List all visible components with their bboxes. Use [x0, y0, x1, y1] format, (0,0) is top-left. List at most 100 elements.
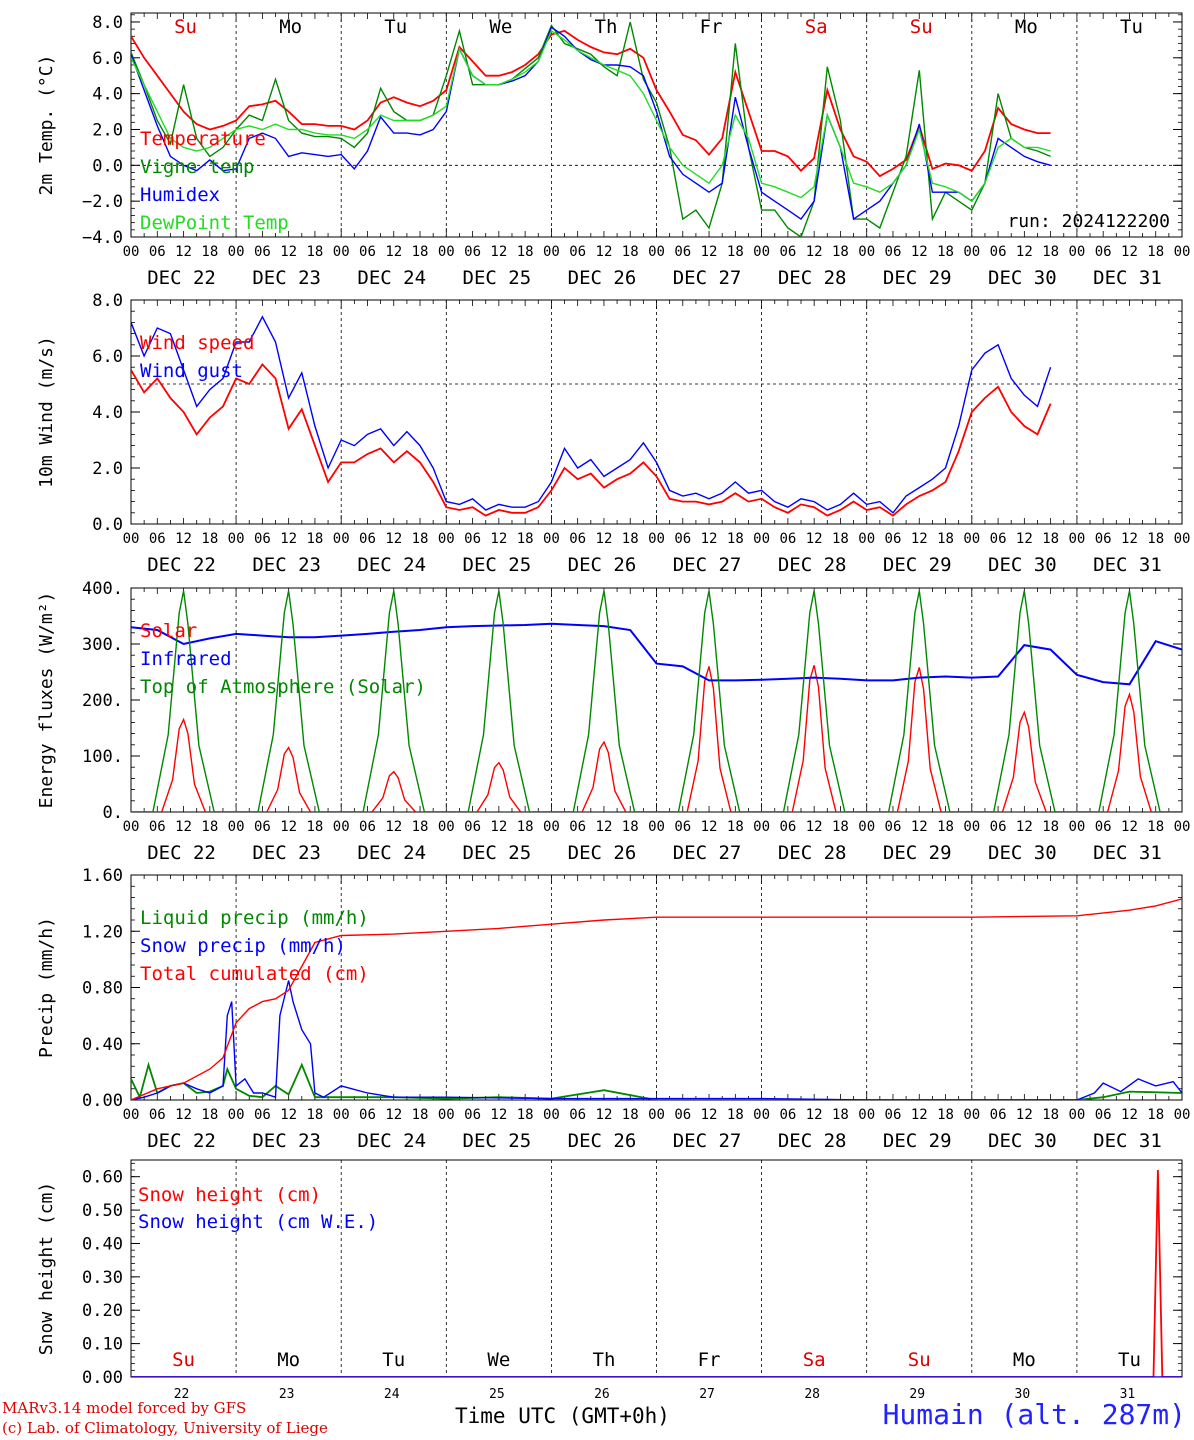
- hour-label: 06: [990, 1107, 1007, 1123]
- hour-label: 06: [254, 819, 271, 835]
- hour-label: 00: [333, 1107, 350, 1123]
- hour-label: 12: [701, 244, 718, 260]
- hour-label: 06: [569, 531, 586, 547]
- date-label: DEC 23: [252, 1130, 321, 1152]
- hour-label: 06: [149, 1107, 166, 1123]
- date-label: DEC 29: [883, 554, 952, 576]
- hour-label: 06: [254, 244, 271, 260]
- hour-label: 12: [280, 819, 297, 835]
- hour-label: 18: [1042, 819, 1059, 835]
- legend-entry: Wind speed: [140, 332, 254, 354]
- hour-label: 12: [490, 531, 507, 547]
- day-number: 22: [174, 1387, 190, 1402]
- hour-label: 06: [569, 244, 586, 260]
- hour-label: 00: [963, 244, 980, 260]
- plot-frame: [130, 587, 1183, 813]
- hour-label: 18: [1147, 244, 1164, 260]
- hour-label: 12: [911, 244, 928, 260]
- weekday-label: Mo: [1013, 1349, 1036, 1371]
- panel-3: 400. 300. 200. 100. 0. Energy fluxes (W/m²) So…: [36, 579, 1190, 864]
- hour-label: 06: [149, 819, 166, 835]
- date-label: DEC 30: [988, 554, 1057, 576]
- hour-label: 00: [1068, 244, 1085, 260]
- hour-label: 12: [701, 819, 718, 835]
- hour-label: 06: [359, 244, 376, 260]
- day-number: 31: [1120, 1387, 1136, 1402]
- hour-label: 12: [806, 1107, 823, 1123]
- date-label: DEC 24: [357, 842, 426, 864]
- hour-label: 00: [648, 819, 665, 835]
- hour-label: 06: [464, 1107, 481, 1123]
- hour-label: 00: [123, 819, 140, 835]
- hour-label: 00: [438, 244, 455, 260]
- series-line-2: [131, 21, 1051, 237]
- hour-label: 12: [385, 819, 402, 835]
- hour-label: 12: [911, 819, 928, 835]
- hour-label: 12: [1121, 1107, 1138, 1123]
- series-line-1: [131, 1169, 1182, 1377]
- hour-label: 12: [1121, 244, 1138, 260]
- hour-label: 06: [149, 531, 166, 547]
- y-tick-label: 100.: [82, 747, 123, 767]
- weekday-label: Su: [910, 16, 933, 38]
- panel-1: 8.0 6.0 4.0 2.0 0.0 −2.0 −4.0 2m Temp. (°C) Temp…: [36, 12, 1190, 289]
- hour-label: 06: [990, 244, 1007, 260]
- hour-label: 06: [149, 244, 166, 260]
- hour-label: 18: [937, 1107, 954, 1123]
- hour-label: 06: [569, 819, 586, 835]
- hour-label: 00: [648, 244, 665, 260]
- series-group: [131, 898, 1182, 1100]
- hour-label: 12: [490, 1107, 507, 1123]
- day-number: 23: [279, 1387, 295, 1402]
- weekday-label: Tu: [382, 1349, 405, 1371]
- hour-label: 12: [490, 819, 507, 835]
- y-tick-label: 0.80: [82, 979, 123, 999]
- hour-label: 06: [1095, 1107, 1112, 1123]
- date-label: DEC 23: [252, 267, 321, 289]
- weekday-label: Su: [174, 16, 197, 38]
- hour-label: 18: [306, 1107, 323, 1123]
- date-label: DEC 26: [568, 554, 637, 576]
- hour-label: 18: [517, 819, 534, 835]
- y-tick-label: 4.0: [92, 403, 123, 423]
- hour-label: 06: [464, 819, 481, 835]
- legend-entry: Snow precip (mm/h): [140, 935, 346, 957]
- date-label: DEC 27: [673, 267, 742, 289]
- hour-label: 06: [569, 1107, 586, 1123]
- weekday-label: Th: [593, 1349, 616, 1371]
- hour-label: 00: [438, 1107, 455, 1123]
- hour-label: 00: [438, 531, 455, 547]
- weekday-label: Sa: [803, 1349, 826, 1371]
- hour-label: 06: [359, 1107, 376, 1123]
- legend-entry: Solar: [140, 620, 197, 642]
- legend-entry: Infrared: [140, 648, 232, 670]
- hour-label: 00: [438, 819, 455, 835]
- hour-label: 12: [385, 244, 402, 260]
- hour-label: 06: [674, 244, 691, 260]
- hour-label: 12: [806, 819, 823, 835]
- hour-label: 06: [885, 531, 902, 547]
- legend-entry: Snow height (cm W.E.): [138, 1211, 378, 1233]
- hour-label: 00: [1068, 1107, 1085, 1123]
- date-label: DEC 28: [778, 267, 847, 289]
- hour-label: 00: [753, 819, 770, 835]
- hour-label: 12: [596, 244, 613, 260]
- date-label: DEC 28: [778, 554, 847, 576]
- plot-frame: [130, 299, 1183, 525]
- date-label: DEC 31: [1093, 267, 1162, 289]
- credit-lab: (c) Lab. of Climatology, University of L…: [2, 1419, 328, 1437]
- y-tick-label: 2.0: [92, 459, 123, 479]
- hour-label: 18: [201, 1107, 218, 1123]
- legend-entry: Liquid precip (mm/h): [140, 907, 369, 929]
- hour-label: 12: [1016, 244, 1033, 260]
- hour-label: 06: [779, 531, 796, 547]
- series-line-3: [131, 26, 1051, 221]
- y-axis-label: 2m Temp. (°C): [36, 55, 57, 196]
- hour-label: 06: [464, 531, 481, 547]
- hour-label: 12: [911, 531, 928, 547]
- hour-label: 00: [858, 531, 875, 547]
- date-label: DEC 26: [568, 267, 637, 289]
- legend-entry: Top of Atmosphere (Solar): [140, 676, 426, 698]
- hour-label: 06: [464, 244, 481, 260]
- hour-label: 18: [1042, 531, 1059, 547]
